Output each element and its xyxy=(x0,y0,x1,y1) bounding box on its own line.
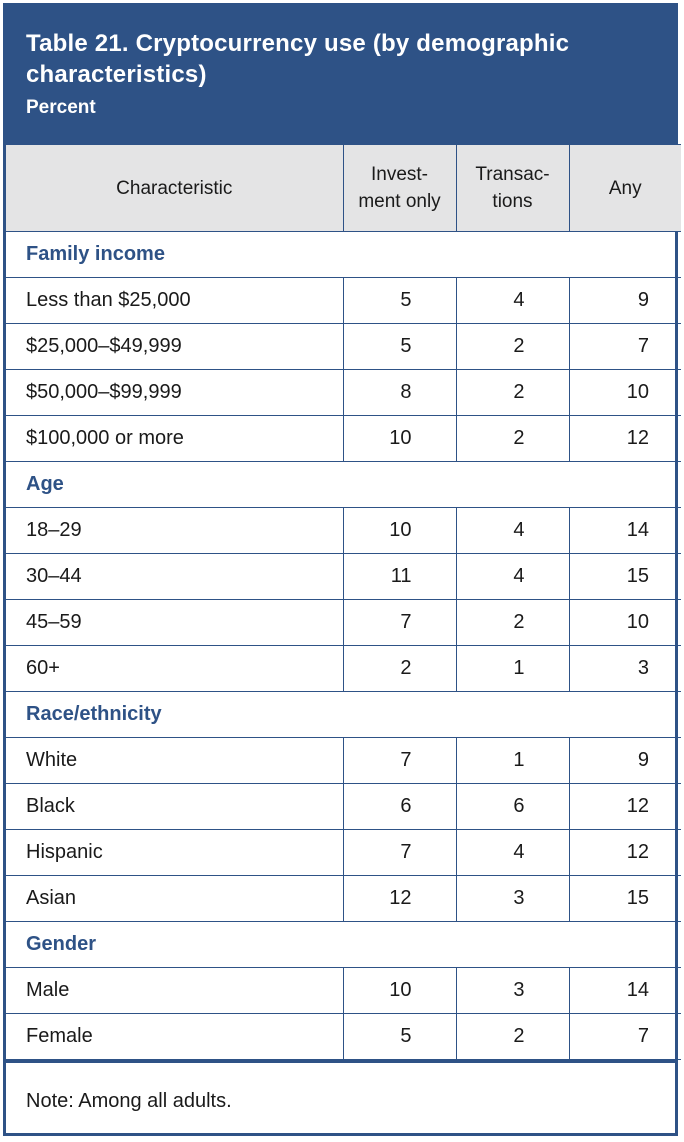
cell-investment-only: 10 xyxy=(342,967,457,1014)
table-frame: Table 21. Cryptocurrency use (by demogra… xyxy=(3,3,681,1136)
column-header-row: Characteristic Invest- ment only Transac… xyxy=(6,144,681,232)
table-row: 30–44 11 4 15 xyxy=(6,553,681,600)
cell-transactions: 2 xyxy=(455,415,570,462)
cell-investment-only: 2 xyxy=(342,645,457,692)
table-row: Male 10 3 14 xyxy=(6,967,681,1014)
section-header-row: Race/ethnicity xyxy=(6,691,681,738)
cell-transactions: 2 xyxy=(455,599,570,646)
row-label: 18–29 xyxy=(6,507,344,554)
row-label: Hispanic xyxy=(6,829,344,876)
row-label: Less than $25,000 xyxy=(6,277,344,324)
cell-investment-only: 10 xyxy=(342,507,457,554)
table-row: Hispanic 7 4 12 xyxy=(6,829,681,876)
column-header-investment: Invest- ment only xyxy=(342,144,457,232)
cell-any: 10 xyxy=(568,369,681,416)
cell-any: 14 xyxy=(568,967,681,1014)
cell-transactions: 2 xyxy=(455,323,570,370)
column-header-characteristic: Characteristic xyxy=(6,144,344,232)
cell-investment-only: 5 xyxy=(342,277,457,324)
table-row: Less than $25,000 5 4 9 xyxy=(6,277,681,324)
cell-any: 15 xyxy=(568,875,681,922)
cell-any: 7 xyxy=(568,323,681,370)
cell-transactions: 6 xyxy=(455,783,570,830)
row-label: 30–44 xyxy=(6,553,344,600)
table-row: White 7 1 9 xyxy=(6,737,681,784)
row-label: $50,000–$99,999 xyxy=(6,369,344,416)
table-row: Female 5 2 7 xyxy=(6,1013,681,1060)
row-label: Black xyxy=(6,783,344,830)
row-label: $25,000–$49,999 xyxy=(6,323,344,370)
row-label: Male xyxy=(6,967,344,1014)
cell-investment-only: 7 xyxy=(342,829,457,876)
table-title: Table 21. Cryptocurrency use (by demogra… xyxy=(26,30,570,88)
column-header-any: Any xyxy=(568,144,681,232)
row-label: Female xyxy=(6,1013,344,1060)
cell-any: 9 xyxy=(568,737,681,784)
cell-investment-only: 7 xyxy=(342,737,457,784)
table-row: 45–59 7 2 10 xyxy=(6,599,681,646)
section-title: Race/ethnicity xyxy=(6,691,681,738)
table-row: Asian 12 3 15 xyxy=(6,875,681,922)
section-title: Age xyxy=(6,461,681,508)
cell-investment-only: 7 xyxy=(342,599,457,646)
cell-any: 12 xyxy=(568,783,681,830)
cell-transactions: 4 xyxy=(455,507,570,554)
section-title: Gender xyxy=(6,921,681,968)
section-title: Family income xyxy=(6,231,681,278)
row-label: $100,000 or more xyxy=(6,415,344,462)
row-label: Asian xyxy=(6,875,344,922)
cell-any: 12 xyxy=(568,415,681,462)
cell-transactions: 4 xyxy=(455,277,570,324)
section-header-row: Age xyxy=(6,461,681,508)
table-row: $100,000 or more 10 2 12 xyxy=(6,415,681,462)
row-label: 45–59 xyxy=(6,599,344,646)
column-header-transactions-line2: tions xyxy=(492,191,533,212)
cell-any: 7 xyxy=(568,1013,681,1060)
cell-transactions: 3 xyxy=(455,875,570,922)
data-table: Characteristic Invest- ment only Transac… xyxy=(6,144,681,1060)
cell-transactions: 4 xyxy=(455,553,570,600)
cell-any: 3 xyxy=(568,645,681,692)
cell-transactions: 4 xyxy=(455,829,570,876)
cell-any: 12 xyxy=(568,829,681,876)
section-header-row: Family income xyxy=(6,231,681,278)
column-header-investment-line2: ment only xyxy=(358,191,441,212)
table-row: 60+ 2 1 3 xyxy=(6,645,681,692)
cell-transactions: 1 xyxy=(455,737,570,784)
cell-investment-only: 5 xyxy=(342,1013,457,1060)
cell-transactions: 2 xyxy=(455,369,570,416)
cell-any: 9 xyxy=(568,277,681,324)
cell-investment-only: 11 xyxy=(342,553,457,600)
cell-any: 15 xyxy=(568,553,681,600)
cell-transactions: 3 xyxy=(455,967,570,1014)
cell-investment-only: 6 xyxy=(342,783,457,830)
table-row: $25,000–$49,999 5 2 7 xyxy=(6,323,681,370)
cell-investment-only: 12 xyxy=(342,875,457,922)
table-row: 18–29 10 4 14 xyxy=(6,507,681,554)
table-note: Note: Among all adults. xyxy=(6,1060,675,1127)
cell-any: 14 xyxy=(568,507,681,554)
column-header-investment-line1: Invest- xyxy=(370,164,429,185)
cell-investment-only: 10 xyxy=(342,415,457,462)
row-label: 60+ xyxy=(6,645,344,692)
table-subtitle: Percent xyxy=(26,97,96,118)
column-header-transactions: Transac- tions xyxy=(455,144,570,232)
table-row: Black 6 6 12 xyxy=(6,783,681,830)
table-row: $50,000–$99,999 8 2 10 xyxy=(6,369,681,416)
title-bar: Table 21. Cryptocurrency use (by demogra… xyxy=(6,6,675,144)
table-body: Family income Less than $25,000 5 4 9 $25,000… xyxy=(6,231,681,1060)
cell-investment-only: 8 xyxy=(342,369,457,416)
row-label: White xyxy=(6,737,344,784)
section-header-row: Gender xyxy=(6,921,681,968)
cell-any: 10 xyxy=(568,599,681,646)
cell-investment-only: 5 xyxy=(342,323,457,370)
column-header-transactions-line1: Transac- xyxy=(475,164,550,185)
cell-transactions: 2 xyxy=(455,1013,570,1060)
cell-transactions: 1 xyxy=(455,645,570,692)
